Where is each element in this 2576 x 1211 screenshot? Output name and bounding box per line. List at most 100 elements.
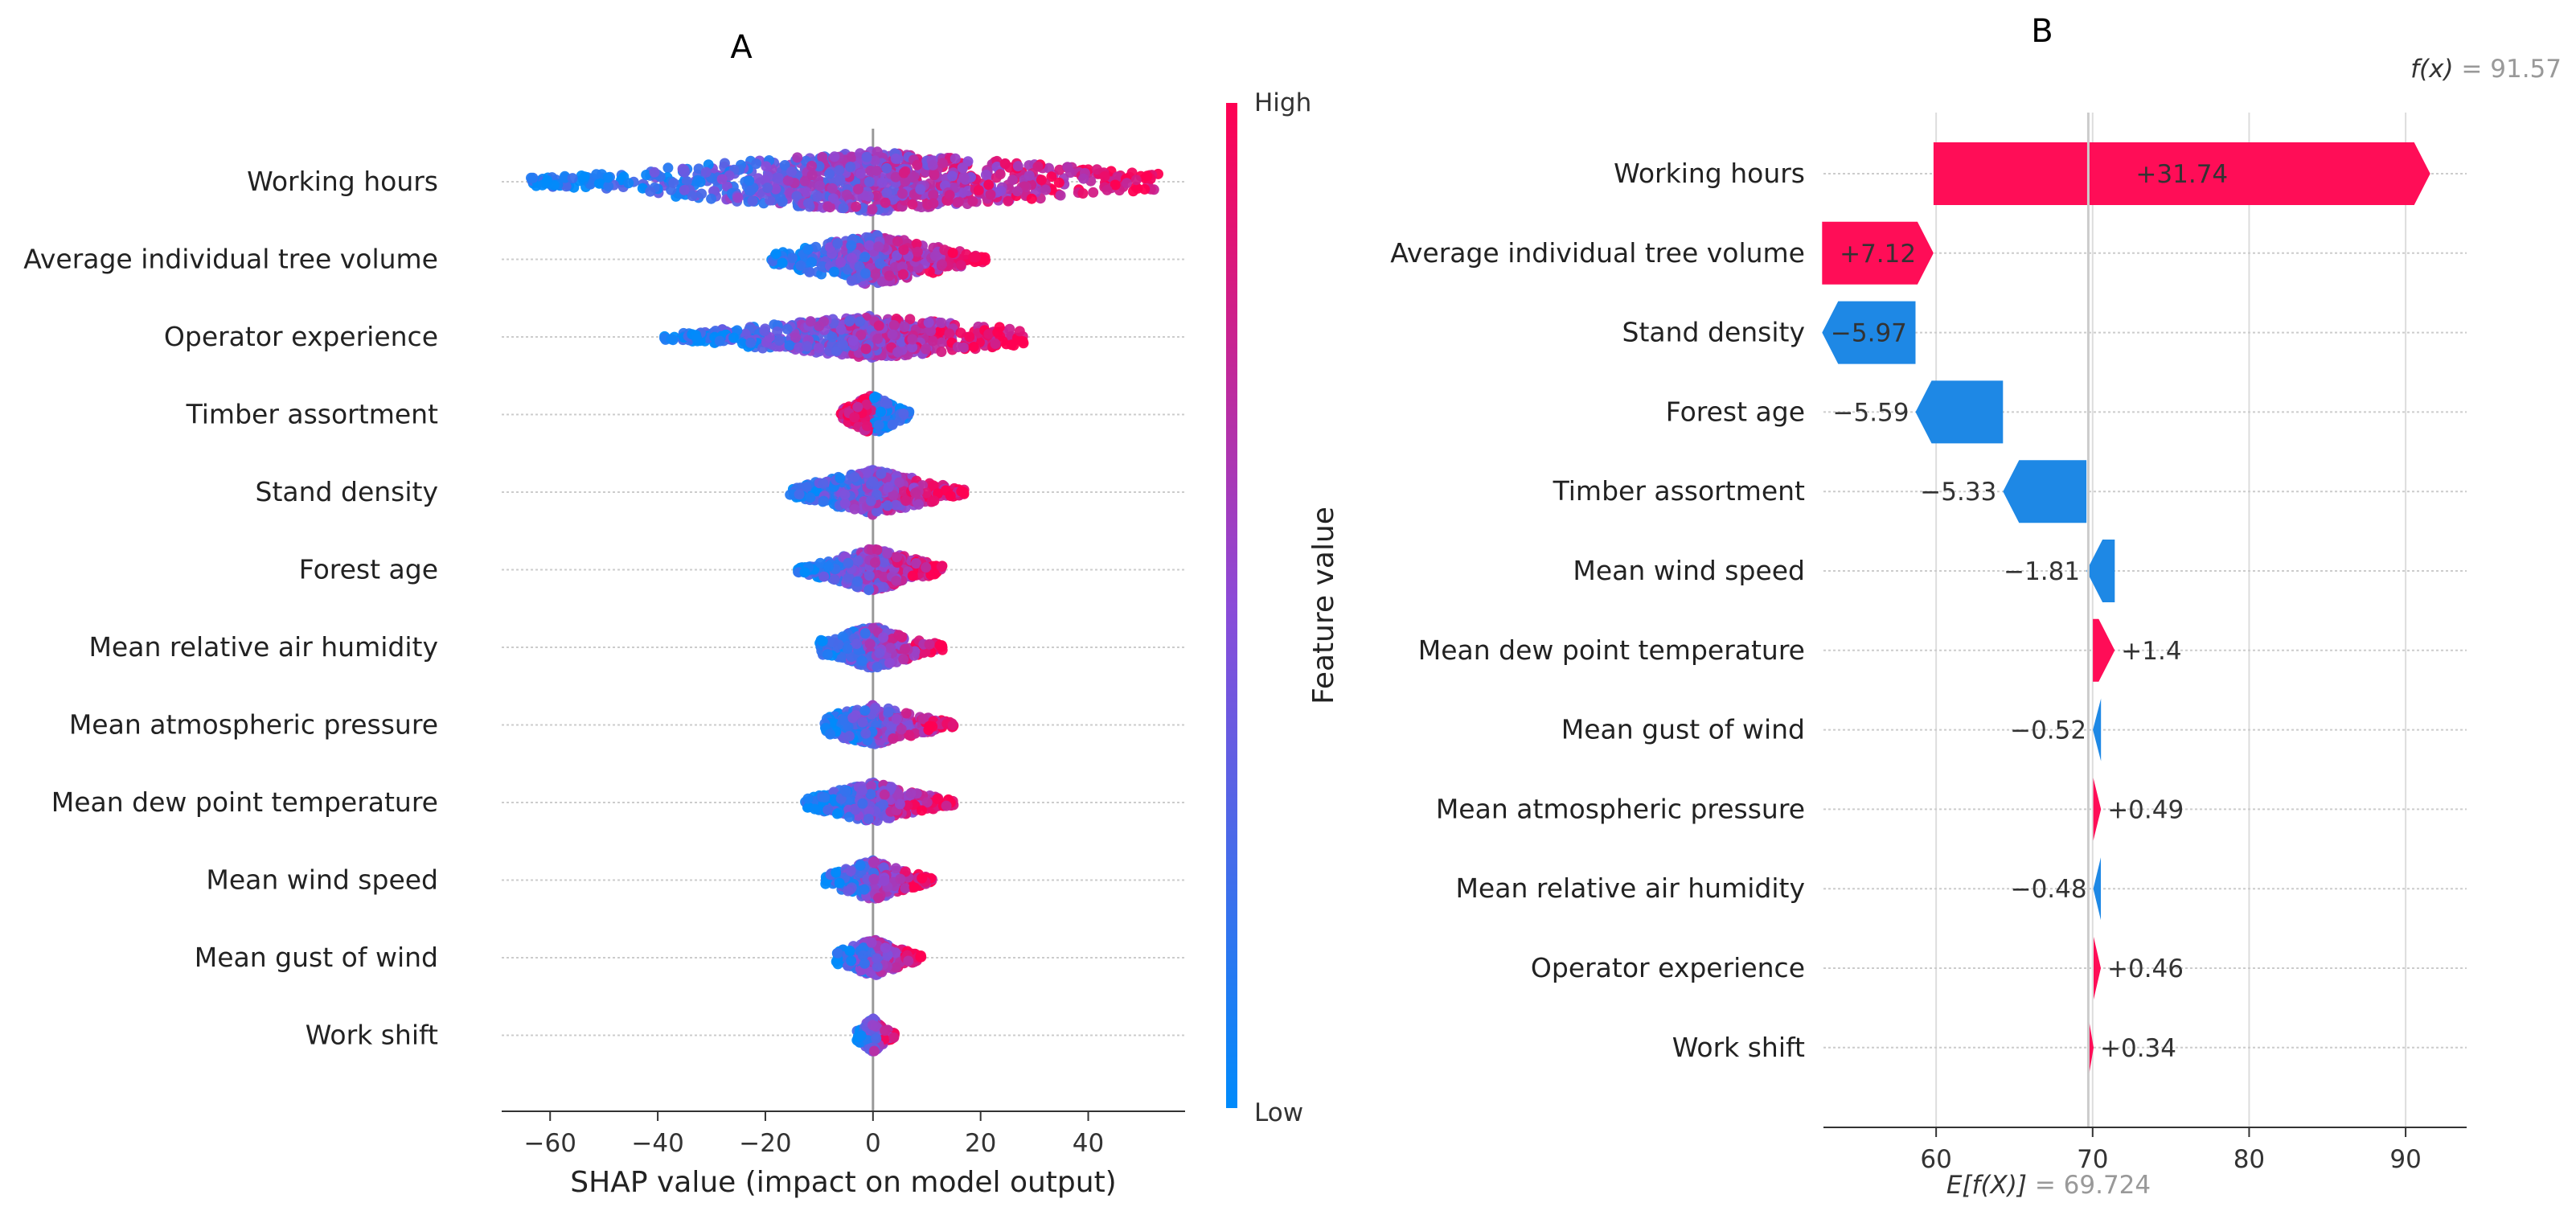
shap-dot (910, 558, 921, 569)
shap-dot (874, 647, 885, 659)
shap-dot (1065, 167, 1076, 179)
shap-dot (603, 181, 614, 192)
shap-dot (907, 570, 918, 581)
shap-dot (842, 643, 853, 654)
shap-dot (927, 159, 938, 170)
shap-dot (737, 338, 748, 349)
shap-dot (834, 877, 845, 889)
shap-dot (822, 804, 834, 815)
shap-dot (891, 713, 902, 725)
shap-dot (886, 782, 897, 793)
shap-dot (927, 335, 938, 347)
shap-dot (855, 330, 867, 341)
shap-dot (831, 808, 843, 819)
shap-dot (787, 252, 798, 264)
shap-dot (838, 652, 849, 663)
shap-dot (818, 478, 829, 489)
shap-dot (801, 187, 812, 198)
shap-dot (846, 955, 857, 967)
shap-dot (858, 942, 869, 954)
shap-dot (696, 188, 708, 199)
shap-dot (894, 477, 905, 488)
shap-dot (878, 632, 889, 643)
shap-dot (900, 495, 912, 507)
shap-dot (888, 320, 900, 330)
shap-dot (894, 798, 905, 810)
shap-dot (751, 158, 762, 170)
shap-dot (745, 337, 757, 348)
shap-dot (896, 724, 907, 735)
shap-dot (882, 500, 893, 511)
shap-dot (1011, 186, 1023, 197)
shap-dot (868, 857, 879, 868)
shap-dot (681, 176, 692, 187)
shap-dot (877, 799, 888, 811)
shap-dot (936, 337, 947, 348)
shap-dot (839, 489, 851, 500)
shap-dot (944, 328, 955, 339)
shap-dot (929, 170, 940, 181)
shap-dot (882, 398, 893, 409)
shap-dot (973, 185, 984, 195)
shap-dot (872, 961, 883, 972)
shap-dot (832, 238, 843, 249)
shap-dot (1112, 171, 1123, 183)
shap-dot (888, 490, 899, 501)
shap-dot (883, 482, 894, 493)
shap-dot (691, 333, 702, 344)
shap-dot (992, 326, 1003, 338)
shap-dot (770, 183, 781, 195)
shap-dot (827, 331, 838, 343)
shap-dot (833, 639, 844, 651)
shap-dot (817, 261, 827, 272)
shap-dot (817, 635, 828, 647)
shap-dot (835, 324, 847, 335)
shap-dot (847, 335, 859, 347)
shap-dot (859, 252, 871, 263)
shap-dot (843, 557, 854, 569)
shap-dot (941, 800, 952, 811)
shap-dot (879, 789, 890, 800)
shap-dot (846, 252, 857, 264)
shap-dot (747, 195, 758, 207)
shap-dot (773, 172, 784, 183)
shap-dot (781, 323, 793, 335)
shap-dot (896, 261, 908, 273)
shap-dot (825, 729, 835, 740)
shap-dot (898, 654, 909, 665)
shap-dot (790, 332, 802, 343)
shap-dot (863, 176, 875, 187)
shap-dot (863, 806, 875, 817)
shap-dot (744, 175, 755, 187)
shap-dot (814, 161, 825, 172)
shap-dot (967, 195, 978, 207)
shap-dot (662, 162, 674, 174)
shap-dot (917, 872, 928, 884)
shap-dot (762, 183, 773, 194)
shap-dot (904, 729, 915, 741)
shap-dot (865, 789, 876, 800)
shap-dot (679, 184, 690, 195)
shap-dot (899, 322, 910, 332)
shap-dot (861, 399, 872, 410)
shap-dot (878, 556, 889, 568)
shap-dot (855, 168, 866, 179)
shap-dot (641, 170, 652, 180)
shap-dot (1044, 162, 1054, 174)
shap-dot (666, 334, 677, 345)
shap-dot (1007, 174, 1018, 186)
shap-dot (857, 798, 868, 809)
shap-dot (818, 495, 829, 507)
shap-dot (865, 495, 876, 507)
shap-dot (773, 335, 785, 346)
shap-dot (850, 804, 861, 815)
shap-dot (900, 643, 910, 655)
shap-dot (695, 176, 706, 187)
shap-dot (649, 166, 660, 178)
shap-dot (921, 797, 933, 808)
shap-dot (792, 152, 803, 163)
shap-dot (872, 544, 883, 556)
shap-dot (896, 188, 908, 199)
shap-dot (843, 572, 855, 583)
